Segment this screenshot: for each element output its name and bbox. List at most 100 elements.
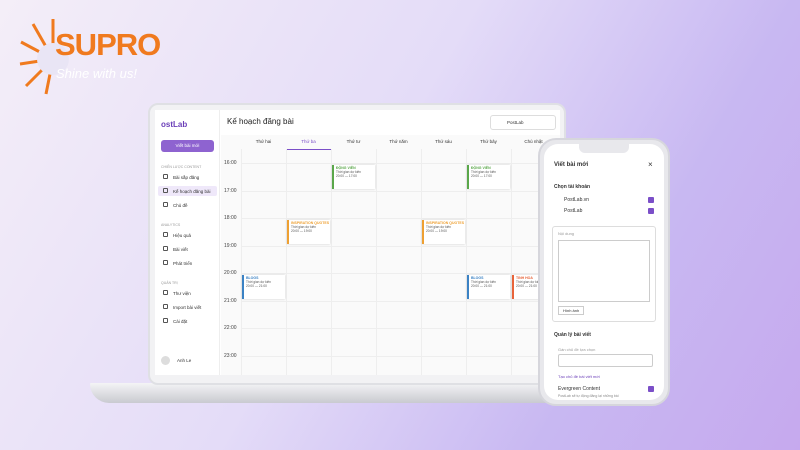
event-label: Thời gian dự kiến (471, 170, 496, 174)
event-label: Thời gian dự kiến (336, 170, 361, 174)
icon (163, 232, 168, 237)
nav-item[interactable]: Kế hoạch đăng bài (173, 189, 211, 194)
hour-label: 16:00 (224, 160, 237, 166)
row-line (241, 328, 560, 329)
image-button[interactable]: Hình ảnh (558, 306, 585, 315)
event-time: 20:00 — 21:00 (471, 284, 492, 288)
evergreen-note: PostLab sẽ tự động đăng lại những bài (558, 394, 619, 398)
day-header: Thứ hai (255, 139, 272, 144)
account: PostLab.vn (564, 197, 590, 203)
nav-item[interactable]: Import bài viết (173, 305, 202, 310)
nav-item[interactable]: Bài viết (173, 247, 188, 252)
day-header: Chủ nhật (524, 139, 543, 144)
row-line (241, 190, 560, 192)
account-heading: Chọn tài khoản (554, 184, 591, 190)
event-title: TINH HOA (516, 276, 533, 280)
topic-input[interactable] (558, 354, 653, 367)
hour-label: 19:00 (224, 242, 237, 249)
event-card[interactable]: BLOGS Thời gian dự kiến 20:00 — 21:00 (467, 275, 510, 299)
event-label: Thời gian dự kiến (471, 280, 496, 284)
app-logo: ostLab (161, 120, 188, 129)
brand-slogan: Shine with us! (56, 66, 137, 81)
day-header: Thứ sáu (435, 139, 452, 144)
column-line (421, 149, 422, 375)
event-time: 20:00 — 19:00 (426, 229, 447, 233)
event-label: Thời gian dự kiến (291, 225, 316, 229)
event-time: 20:00 — 17:00 (336, 174, 357, 178)
new-post-button[interactable]: Viết bài mới (161, 140, 214, 152)
avatar (161, 356, 170, 365)
event-card[interactable]: INSPIRATION QUOTES Thời gian dự kiến 20:00… (287, 220, 330, 244)
nav-item[interactable]: Cài đặt (173, 319, 188, 324)
event-label: Thời gian dự kiến (516, 280, 541, 284)
icon (163, 290, 168, 295)
phone-screen: Viết bài mới × Chọn tài khoản PostLab.vn… (544, 144, 664, 400)
column-line (241, 149, 242, 375)
row-line (241, 300, 560, 302)
nav-item[interactable]: Hiệu quả (173, 233, 192, 238)
checkbox[interactable] (648, 197, 654, 203)
event-title: BLOGS (471, 276, 484, 280)
hour-label: 20:00 (224, 270, 237, 276)
event-card[interactable]: ĐỘNG VIÊN Thời gian dự kiến 20:00 — 17:00 (332, 165, 375, 189)
group-title: ANALYTICS (161, 223, 181, 227)
notch (579, 144, 629, 153)
brand-name: SUPRO (55, 27, 161, 62)
icon (163, 202, 168, 207)
logo-rays (19, 19, 69, 95)
row-line (241, 163, 560, 164)
account-menu[interactable] (490, 115, 556, 130)
content-label: Nội dung (558, 231, 575, 236)
content-input[interactable] (558, 240, 650, 302)
row-line (241, 355, 560, 357)
content-box (552, 226, 656, 322)
event-title: INSPIRATION QUOTES (426, 221, 465, 225)
manage-heading: Quản lý bài viết (554, 332, 591, 338)
event-card[interactable]: ĐỘNG VIÊN Thời gian dự kiến 20:00 — 17:00 (467, 165, 510, 189)
event-card[interactable]: INSPIRATION QUOTES Thời gian dự kiến 20:00… (422, 220, 465, 244)
hour-label: 18:00 (224, 215, 237, 221)
day-header: Thứ tư (346, 139, 361, 144)
nav-item[interactable]: Bài sắp đăng (173, 175, 200, 180)
user-name: Anh Le (177, 358, 192, 363)
row-line (241, 245, 560, 247)
event-label: Thời gian dự kiến (426, 225, 451, 229)
nav-item[interactable]: Phát triển (173, 261, 193, 266)
topic-label: Gán chủ đề lựa chọn (558, 347, 596, 352)
icon (163, 304, 168, 309)
group-title: QUẢN TRỊ (161, 281, 178, 285)
hour-label: 23:00 (224, 352, 237, 359)
event-card[interactable]: BLOGS Thời gian dự kiến 20:00 — 21:00 (242, 275, 285, 299)
hour-label: 17:00 (224, 187, 237, 194)
column-line (286, 149, 287, 375)
evergreen-label: Evergreen Content (558, 386, 600, 392)
row-line (241, 218, 560, 219)
event-title: INSPIRATION QUOTES (291, 221, 330, 225)
checkbox[interactable] (648, 386, 654, 392)
active-highlight (158, 186, 217, 196)
checkbox[interactable] (648, 208, 654, 214)
column-line (331, 149, 332, 375)
day-header: Thứ năm (389, 139, 408, 144)
account: PostLab (564, 208, 583, 214)
event-time: 20:00 — 21:00 (246, 284, 267, 288)
column-line (376, 149, 377, 375)
group-title: CHIẾN LƯỢC CONTENT (161, 165, 202, 169)
app-screen: ostLab Viết bài mới Anh Le CHIẾN LƯỢC CO… (155, 110, 560, 375)
new-topic-link[interactable]: Tạo chủ đề bài viết mới (558, 374, 600, 379)
nav-item[interactable]: Thư viện (173, 291, 191, 296)
nav-item[interactable]: Chủ đề (173, 203, 188, 208)
phone: Viết bài mới × Chọn tài khoản PostLab.vn… (538, 138, 670, 406)
hour-label: 22:00 (224, 325, 237, 331)
event-time: 20:00 — 17:00 (471, 174, 492, 178)
event-time: 20:00 — 21:00 (516, 284, 537, 288)
day-header: Thứ bảy (480, 139, 497, 144)
close-button[interactable]: × (648, 160, 653, 169)
icon (163, 188, 168, 193)
event-title: ĐỘNG VIÊN (471, 166, 491, 170)
column-line (511, 149, 512, 375)
page-title: Kế hoạch đăng bài (227, 117, 294, 126)
event-title: ĐỘNG VIÊN (336, 166, 356, 170)
icon (163, 246, 168, 251)
